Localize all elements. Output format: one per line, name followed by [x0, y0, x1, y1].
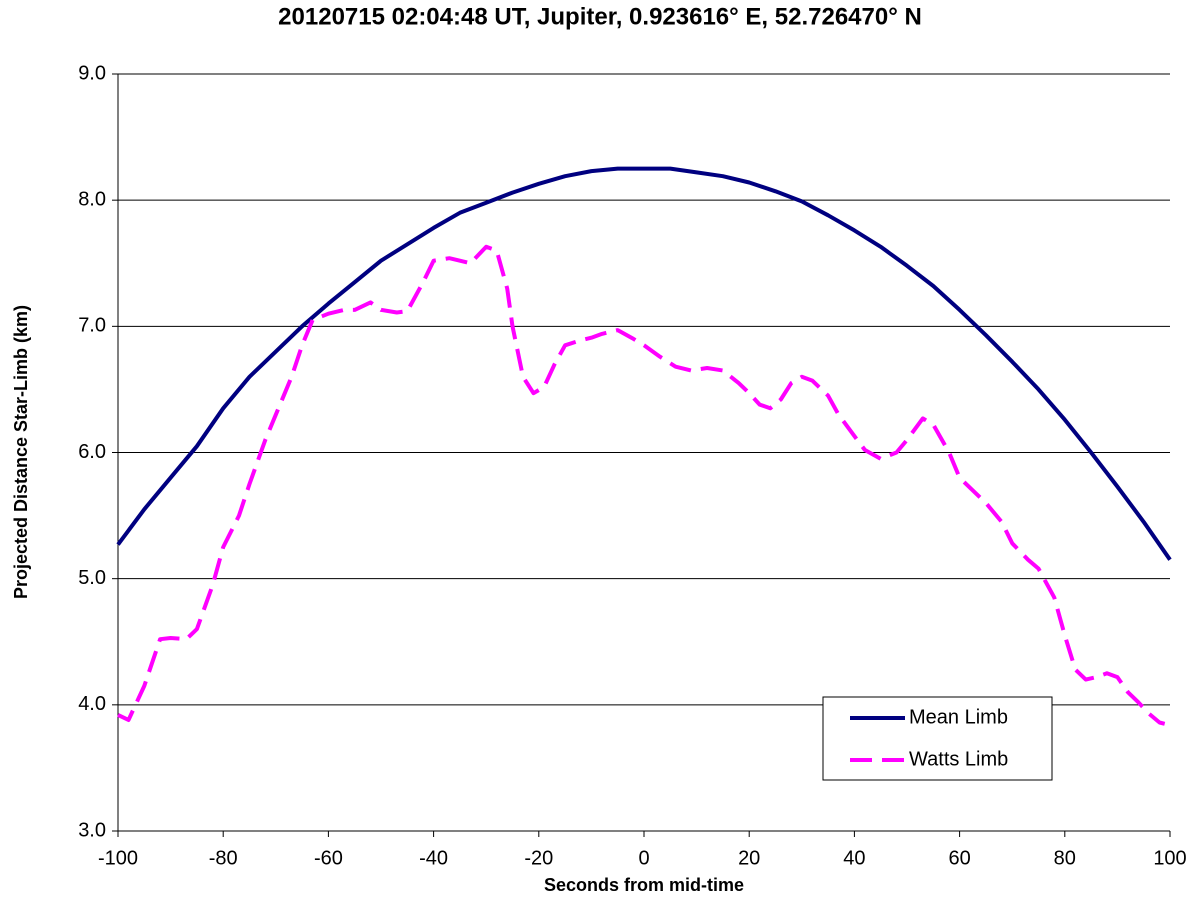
- x-tick-label: 20: [738, 847, 760, 869]
- y-axis-label: Projected Distance Star-Limb (km): [11, 305, 31, 599]
- x-tick-label: -100: [98, 847, 138, 869]
- legend-label: Watts Limb: [909, 748, 1008, 770]
- x-tick-label: -40: [419, 847, 448, 869]
- x-tick-label: 80: [1054, 847, 1076, 869]
- x-tick-label: 40: [843, 847, 865, 869]
- x-tick-label: 0: [638, 847, 649, 869]
- y-tick-label: 8.0: [78, 188, 106, 210]
- legend-box: [822, 696, 1053, 781]
- y-tick-label: 7.0: [78, 315, 106, 337]
- line-series: [117, 244, 1166, 726]
- x-tick-label: 60: [948, 847, 970, 869]
- x-tick-label: -80: [209, 847, 238, 869]
- legend-label: Mean Limb: [909, 706, 1008, 728]
- x-axis-label: Seconds from mid-time: [544, 875, 744, 895]
- y-tick-label: 5.0: [78, 567, 106, 589]
- y-tick-label: 3.0: [78, 819, 106, 841]
- y-tick-label: 9.0: [78, 62, 106, 84]
- y-tick-label: 4.0: [78, 693, 106, 715]
- x-tick-label: 100: [1153, 847, 1186, 869]
- x-tick-label: -60: [314, 847, 343, 869]
- y-tick-label: 6.0: [78, 441, 106, 463]
- line-series: [116, 166, 1172, 561]
- chart-title: 20120715 02:04:48 UT, Jupiter, 0.923616°…: [278, 3, 922, 30]
- x-tick-label: -20: [524, 847, 553, 869]
